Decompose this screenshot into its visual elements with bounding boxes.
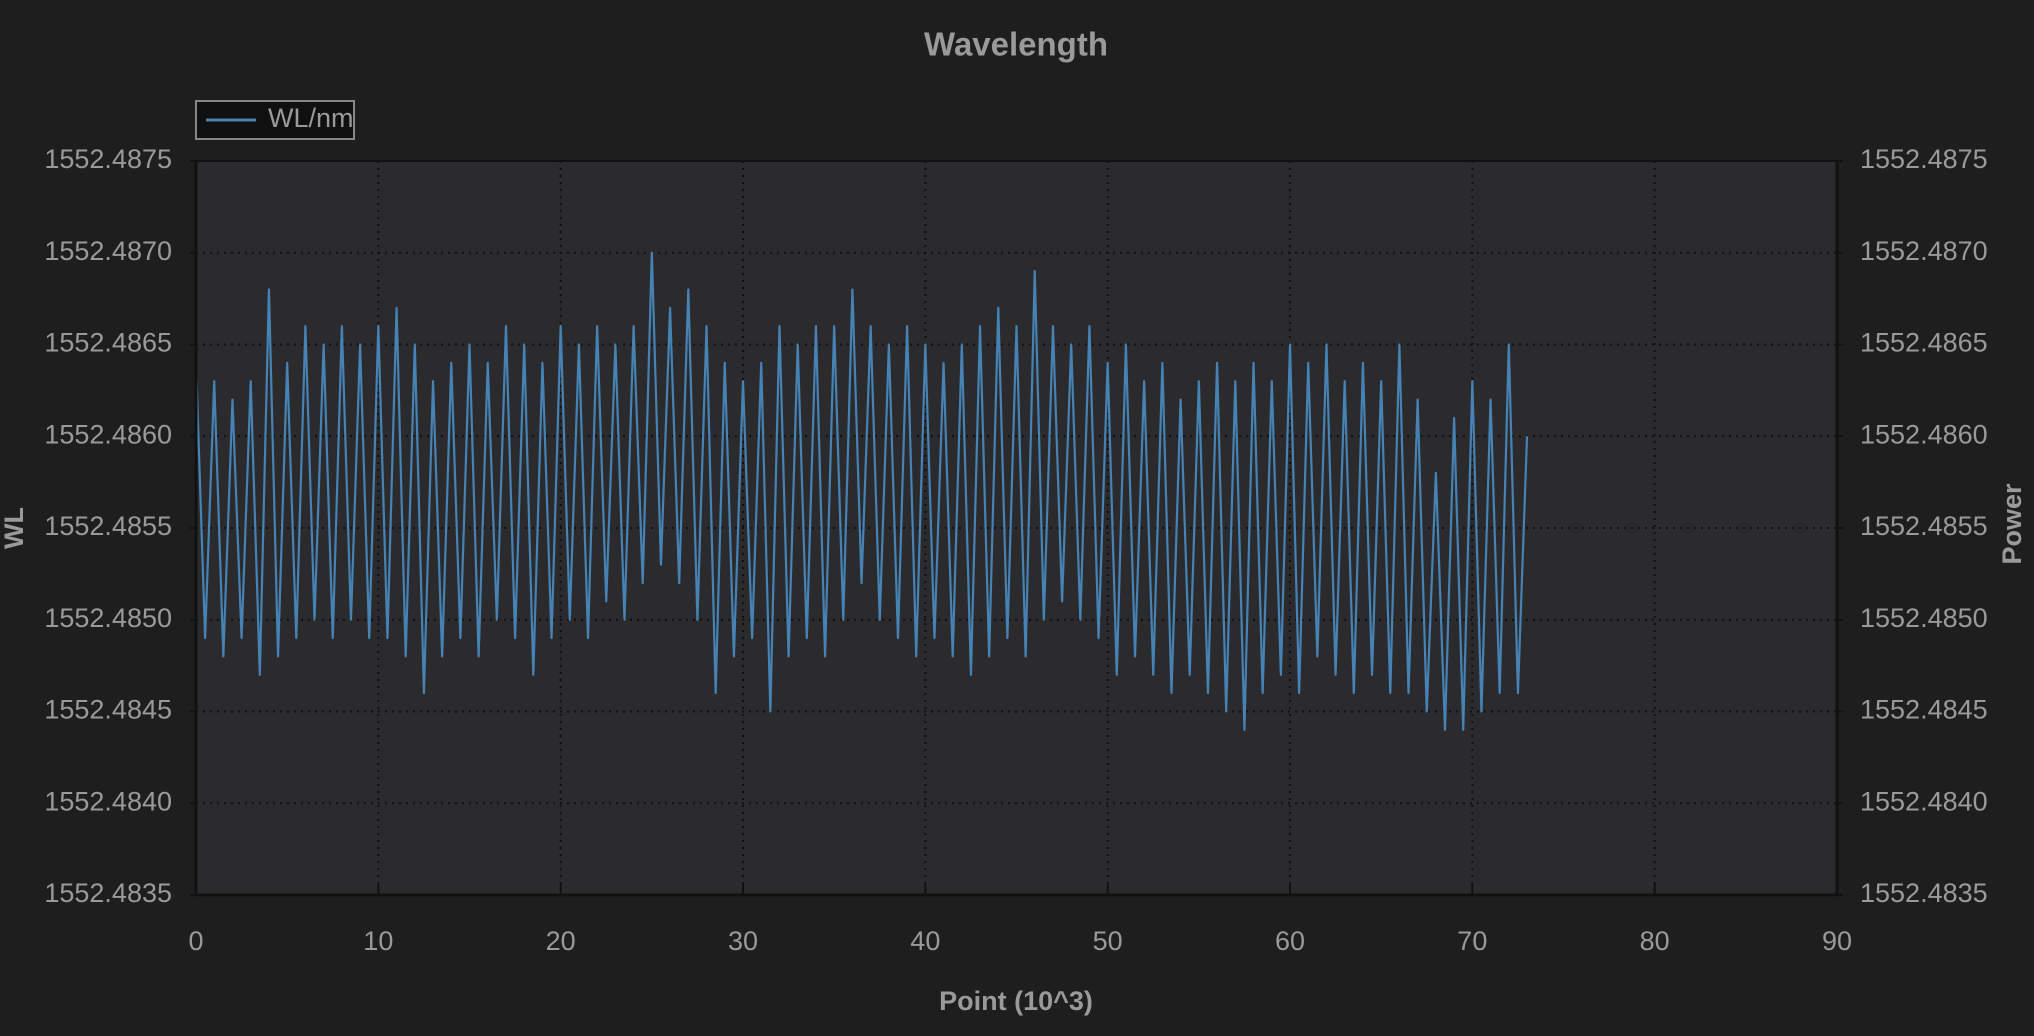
legend: WL/nm xyxy=(195,100,355,140)
y2-tick-label: 1552.4865 xyxy=(1860,328,1988,358)
series-layer xyxy=(194,251,1529,731)
y-tick-label: 1552.4860 xyxy=(44,419,172,449)
legend-label: WL/nm xyxy=(268,103,354,133)
y2-tick-label: 1552.4835 xyxy=(1860,878,1988,908)
x-tick-label: 90 xyxy=(1822,926,1852,956)
x-tick-label: 10 xyxy=(363,926,393,956)
y2-tick-label: 1552.4840 xyxy=(1860,786,1988,816)
series-line xyxy=(194,251,1529,731)
y2-tick-label: 1552.4845 xyxy=(1860,695,1988,725)
x-tick-label: 20 xyxy=(546,926,576,956)
x-axis-title: Point (10^3) xyxy=(939,986,1093,1016)
y-tick-label: 1552.4835 xyxy=(44,878,172,908)
x-tick-label: 50 xyxy=(1093,926,1123,956)
x-tick-label: 60 xyxy=(1275,926,1305,956)
y-tick-label: 1552.4840 xyxy=(44,786,172,816)
x-tick-label: 40 xyxy=(910,926,940,956)
y-tick-label: 1552.4865 xyxy=(44,328,172,358)
y2-tick-label: 1552.4870 xyxy=(1860,236,1988,266)
y2-tick-label: 1552.4850 xyxy=(1860,603,1988,633)
y-tick-label: 1552.4850 xyxy=(44,603,172,633)
y2-tick-label: 1552.4875 xyxy=(1860,144,1988,174)
y-tick-label: 1552.4875 xyxy=(44,144,172,174)
y2-tick-label: 1552.4860 xyxy=(1860,419,1988,449)
chart-title: Wavelength xyxy=(924,26,1108,63)
y2-axis-title: Power xyxy=(1997,483,2027,565)
y-axis-title: WL xyxy=(0,507,29,549)
x-tick-label: 80 xyxy=(1640,926,1670,956)
x-tick-label: 0 xyxy=(188,926,203,956)
y2-tick-label: 1552.4855 xyxy=(1860,511,1988,541)
y-tick-label: 1552.4855 xyxy=(44,511,172,541)
y-tick-label: 1552.4845 xyxy=(44,695,172,725)
x-tick-label: 30 xyxy=(728,926,758,956)
x-tick-label: 70 xyxy=(1457,926,1487,956)
y-tick-label: 1552.4870 xyxy=(44,236,172,266)
